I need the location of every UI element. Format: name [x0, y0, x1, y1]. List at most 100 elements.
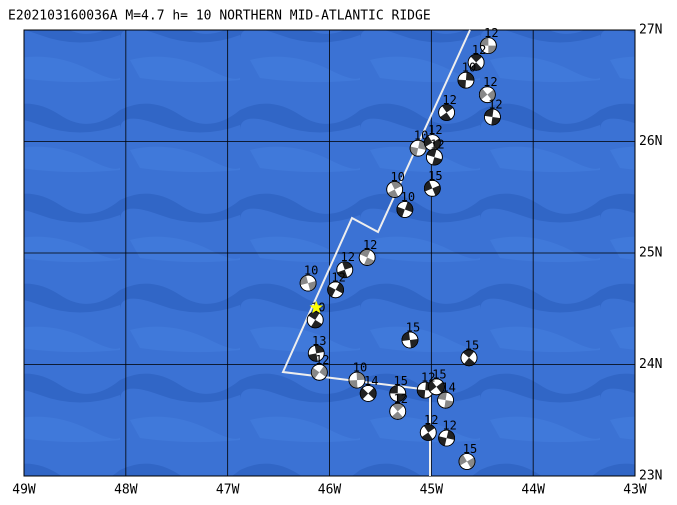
x-tick-label: 44W: [521, 483, 545, 498]
depth-label: 10: [401, 190, 415, 204]
beachball-outline: [467, 53, 485, 71]
focal-mechanism: [358, 249, 376, 266]
focal-mechanism: [458, 453, 476, 470]
focal-mechanism: [307, 344, 325, 362]
focal-mechanism: [460, 349, 478, 367]
x-tick-label: 43W: [623, 483, 647, 498]
compressional-quadrant: [359, 249, 375, 266]
compressional-quadrant: [479, 88, 496, 101]
map-title: E202103160036A M=4.7 h= 10 NORTHERN MID-…: [8, 9, 431, 24]
compressional-quadrant: [387, 181, 402, 198]
depth-label: 12: [472, 43, 486, 57]
beachball-outline: [306, 311, 324, 329]
x-tick-label: 49W: [12, 483, 36, 498]
depth-label: 12: [421, 371, 435, 385]
focal-mechanism: [437, 391, 454, 409]
beachball-outline: [423, 179, 441, 197]
compressional-quadrant: [311, 365, 328, 379]
beachball-outline: [327, 281, 345, 299]
depth-label: 12: [430, 138, 444, 152]
beachball-outline: [401, 331, 419, 349]
beachball-outline: [396, 201, 414, 218]
compressional-quadrant: [484, 108, 501, 125]
focal-mechanism: [457, 71, 475, 89]
depth-label: 14: [364, 374, 378, 388]
focal-mechanism: [419, 424, 437, 441]
focal-mechanism: [484, 108, 501, 126]
focal-mechanism: [359, 385, 377, 402]
beachball-outline: [336, 261, 354, 279]
depth-label: 14: [441, 381, 455, 395]
depth-label: 13: [312, 334, 326, 348]
compressional-quadrant: [428, 380, 445, 394]
compressional-quadrant: [308, 311, 323, 328]
y-tick-label: 23N: [639, 469, 662, 484]
depth-label: 15: [432, 367, 446, 381]
beachball-outline: [458, 453, 476, 470]
focal-mechanism: [389, 385, 407, 402]
depth-label: 12: [394, 392, 408, 406]
compressional-quadrant: [424, 135, 441, 150]
beachball-outline: [479, 37, 497, 55]
depth-label: 15: [428, 169, 442, 183]
depth-label: 10: [414, 129, 428, 143]
compressional-quadrant: [458, 454, 475, 469]
beachball-outline: [438, 104, 456, 121]
focal-mechanism: [438, 104, 456, 121]
beachball-outline: [307, 344, 325, 362]
beachball-outline: [478, 86, 496, 104]
focal-mechanism: [336, 261, 354, 279]
depth-label: 10: [462, 61, 476, 75]
beachball-outline: [310, 363, 328, 381]
compressional-quadrant: [480, 37, 497, 54]
y-tick-label: 26N: [639, 134, 662, 149]
focal-mechanism: [438, 429, 456, 447]
depth-label: 12: [428, 123, 442, 137]
focal-mechanism: [386, 181, 404, 198]
compressional-quadrant: [462, 349, 476, 366]
focal-mechanism: [389, 402, 407, 420]
focal-mechanism: [423, 179, 441, 197]
depth-label: 15: [394, 374, 408, 388]
depth-label: 12: [488, 97, 502, 111]
compressional-quadrant: [401, 332, 418, 348]
beachball-outline: [348, 371, 366, 389]
depth-label: 15: [463, 442, 477, 456]
beachball-outline: [428, 378, 445, 396]
beachball-outline: [386, 181, 404, 198]
depth-label: 12: [363, 238, 377, 252]
depth-label: 15: [406, 320, 420, 334]
compressional-quadrant: [327, 282, 344, 297]
x-tick-label: 45W: [420, 483, 444, 498]
compressional-quadrant: [410, 140, 427, 157]
x-tick-label: 48W: [114, 483, 138, 498]
x-tick-label: 46W: [318, 483, 342, 498]
plate-boundary: [281, 29, 471, 476]
compressional-quadrant: [470, 54, 482, 71]
focal-mechanism: [299, 274, 317, 292]
compressional-quadrant: [438, 430, 455, 446]
focal-mechanism: [467, 53, 485, 71]
y-tick-label: 24N: [639, 357, 662, 372]
depth-label: 12: [341, 250, 355, 264]
compressional-quadrant: [389, 385, 406, 402]
compressional-quadrant: [300, 275, 317, 291]
compressional-quadrant: [396, 201, 413, 218]
focal-mechanism: [306, 311, 324, 329]
focal-mechanism: [401, 331, 419, 349]
compressional-quadrant: [437, 392, 454, 409]
focal-mechanism: [479, 37, 497, 55]
compressional-quadrant: [308, 345, 325, 362]
beachball-outline: [419, 424, 437, 441]
beachball-outline: [358, 249, 376, 266]
beachball-outline: [457, 71, 475, 89]
compressional-quadrant: [426, 149, 443, 166]
beachball-outline: [425, 148, 443, 166]
compressional-quadrant: [391, 403, 404, 420]
depth-label: 12: [315, 353, 329, 367]
beachball-outline: [437, 391, 454, 409]
compressional-quadrant: [440, 104, 454, 121]
focal-mechanism: [396, 201, 414, 218]
focal-mechanism: [327, 281, 345, 299]
depth-label: 12: [331, 270, 345, 284]
